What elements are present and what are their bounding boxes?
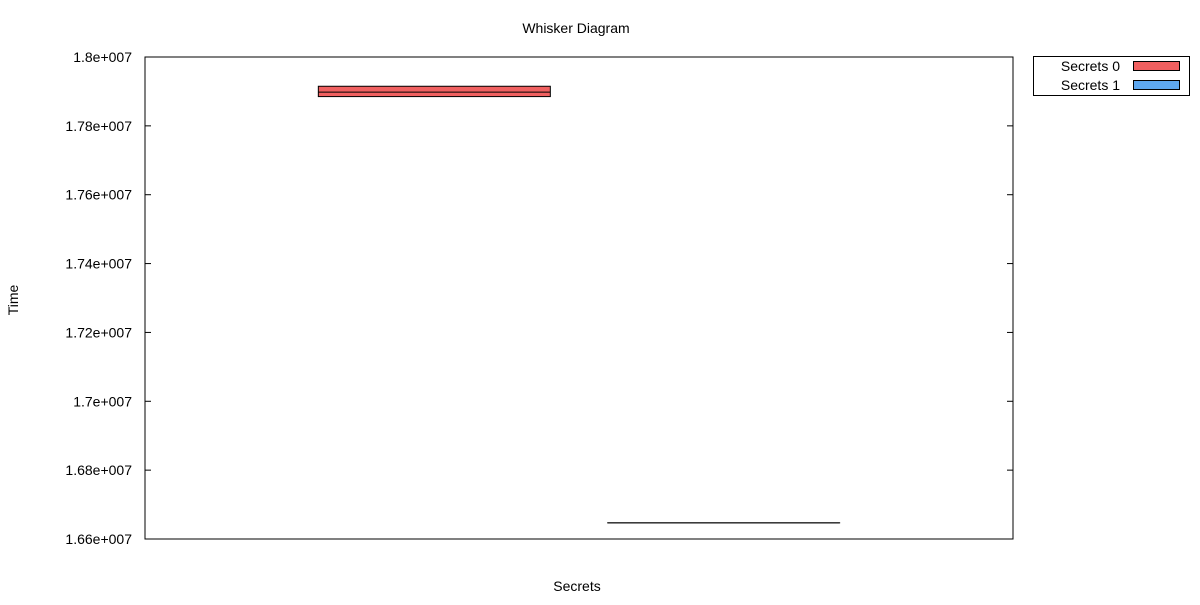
- y-tick-label: 1.7e+007: [73, 393, 132, 409]
- legend-label: Secrets 1: [1061, 77, 1120, 93]
- plot-frame: [145, 57, 1013, 539]
- legend-swatch: [1134, 62, 1180, 71]
- x-axis-label: Secrets: [553, 578, 600, 594]
- y-tick-label: 1.8e+007: [73, 49, 132, 65]
- y-tick-label: 1.78e+007: [65, 118, 132, 134]
- chart-title: Whisker Diagram: [522, 20, 629, 36]
- legend: Secrets 0 Secrets 1: [1034, 57, 1190, 96]
- y-tick-label: 1.74e+007: [65, 256, 132, 272]
- box-plot-series: [318, 86, 839, 523]
- legend-label: Secrets 0: [1061, 58, 1120, 74]
- y-tick-label: 1.68e+007: [65, 462, 132, 478]
- y-ticks: 1.66e+007 1.68e+007 1.7e+007 1.72e+007 1.74e…: [65, 49, 1013, 547]
- y-axis-label: Time: [5, 284, 21, 315]
- box-body: [318, 86, 550, 96]
- y-tick-label: 1.72e+007: [65, 324, 132, 340]
- y-tick-label: 1.66e+007: [65, 531, 132, 547]
- legend-swatch: [1134, 81, 1180, 90]
- y-tick-label: 1.76e+007: [65, 187, 132, 203]
- box-0: [318, 86, 550, 96]
